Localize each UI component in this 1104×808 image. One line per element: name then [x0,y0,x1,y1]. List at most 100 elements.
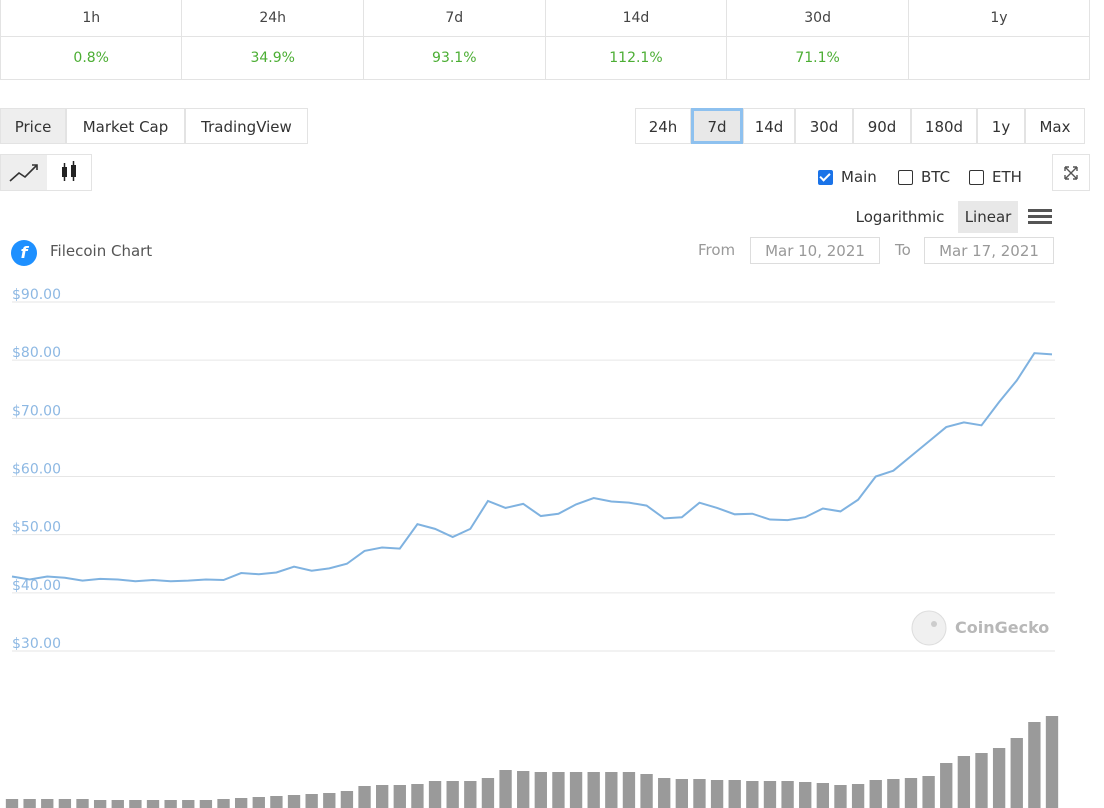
price-chart: CoinGecko $30.00 $40.00 $50.00 $60.00 $70.00… [5,287,1059,808]
to-date[interactable]: Mar 17, 2021 [924,237,1054,264]
period-change: 71.1% [726,36,909,80]
volume-bar [58,799,72,808]
volume-bar [763,781,777,808]
volume-bar [146,800,160,808]
chart-style-icons [1,155,76,190]
volume-bar [340,791,354,808]
line-style-button[interactable] [1,155,47,190]
from-date[interactable]: Mar 10, 2021 [750,237,880,264]
checkbox-label: ETH [992,168,1022,186]
y-tick-label: $70.00 [12,403,61,419]
volume-bar [1028,722,1041,808]
volume-bar [1010,738,1023,808]
volume-bar [129,800,142,808]
volume-bar [199,800,213,808]
volume-bar [305,794,318,808]
compare-option[interactable]: BTC [898,166,950,188]
volume-bar [499,770,512,808]
volume-bar [93,800,107,808]
period-change: 34.9% [181,36,364,80]
volume-bar [728,780,741,808]
chart-tab[interactable]: Market Cap [66,108,185,144]
volume-bar [41,799,54,808]
compare-option[interactable]: ETH [969,166,1022,188]
checkbox[interactable] [969,170,984,185]
to-label: To [895,241,911,259]
volume-bar [675,779,688,808]
volume-bar [922,776,935,808]
checkbox-label: Main [841,168,877,186]
volume-bar [975,753,988,808]
period-header: 1h [0,0,183,37]
volume-bar [252,797,265,808]
volume-bar [270,796,283,808]
volume-bar [182,800,195,808]
volume-bar [517,771,530,808]
checkbox[interactable] [818,170,833,185]
checkbox[interactable] [898,170,913,185]
volume-bar [428,781,442,808]
menu-button[interactable] [1028,207,1054,227]
volume-bar [781,781,794,808]
filecoin-logo: f [11,240,37,266]
svg-text:f: f [21,243,30,262]
candle-style-button[interactable] [62,161,76,181]
volume-bar [569,772,583,808]
volume-bar [464,781,477,808]
range-button[interactable]: 7d [691,108,743,144]
y-tick-label: $80.00 [12,345,61,361]
scale-option[interactable]: Logarithmic [855,208,945,226]
range-button[interactable]: 30d [795,108,853,144]
volume-bar [834,785,847,808]
volume-bar [904,778,918,808]
period-header: 7d [363,0,546,37]
y-tick-label: $40.00 [12,578,61,594]
period-change: 0.8% [0,36,183,80]
volume-bar [693,779,706,808]
volume-bar [887,779,900,808]
volume-bar [587,772,600,808]
volume-bar [552,772,565,808]
volume-bar [710,780,724,808]
compare-option[interactable]: Main [818,166,877,188]
volume-bar [940,763,953,808]
y-tick-label: $30.00 [12,636,61,652]
period-header: 30d [726,0,909,37]
volume-bar [869,780,882,808]
range-button[interactable]: 14d [743,108,795,144]
range-button[interactable]: 90d [853,108,911,144]
fullscreen-button[interactable] [1052,154,1090,191]
checkbox-label: BTC [921,168,951,186]
period-header: 14d [544,0,728,37]
volume-bar [851,784,865,808]
range-button[interactable]: 24h [635,108,691,144]
performance-table: 1h 24h 7d 14d 30d 1y 0.8% 34.9% 93.1% 112.1% 71.1… [0,0,1091,80]
volume-bar [1045,716,1059,808]
chart-tab[interactable]: Price [0,108,66,144]
y-tick-label: $60.00 [12,462,61,478]
range-button[interactable]: Max [1025,108,1085,144]
volume-bar [76,799,89,808]
fullscreen-icon [1064,166,1078,180]
chart-tab[interactable]: TradingView [185,108,308,144]
line-icon-arrow [32,164,38,170]
volume-bar [534,772,547,808]
volume-bar [393,785,406,808]
chart-title: Filecoin Chart [50,242,153,260]
volume-bar [640,774,653,808]
range-button[interactable]: 1y [977,108,1025,144]
performance-value-row: 0.8% 34.9% 93.1% 112.1% 71.1% [0,36,1091,80]
volume-bar [746,781,759,808]
volume-bar [23,799,36,808]
range-button[interactable]: 180d [911,108,977,144]
volume-bar [446,781,459,808]
period-header: 24h [181,0,364,37]
period-change: 112.1% [544,36,728,80]
y-tick-label: $50.00 [12,520,61,536]
scale-option[interactable]: Linear [958,201,1018,233]
volume-bar [323,793,336,808]
chart-style-toggle [0,154,92,191]
coingecko-watermark: CoinGecko [911,610,1049,646]
volume-bar [957,756,971,808]
